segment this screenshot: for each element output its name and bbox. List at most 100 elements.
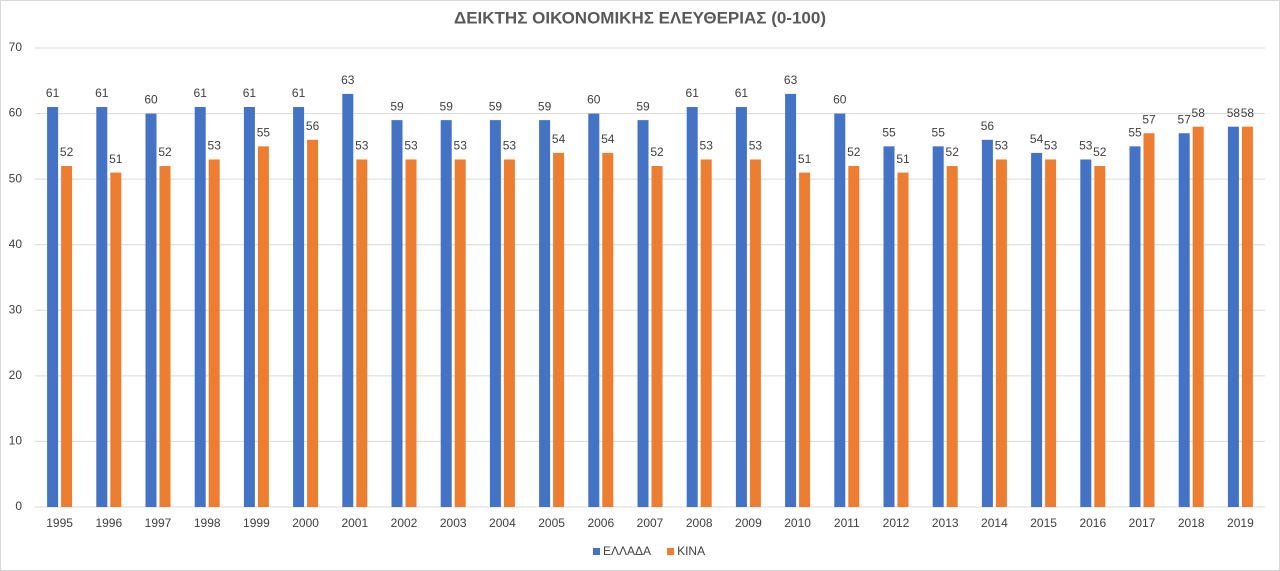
data-label: 51 <box>896 152 910 166</box>
data-label: 61 <box>243 86 257 100</box>
bar <box>1031 152 1043 507</box>
bar <box>194 107 206 507</box>
data-label: 60 <box>833 93 847 107</box>
legend-label: ΕΛΛΑΔΑ <box>603 544 651 558</box>
data-label: 61 <box>46 86 60 100</box>
data-label: 59 <box>538 99 552 113</box>
bar <box>293 107 305 507</box>
data-label: 56 <box>306 119 320 133</box>
x-tick-label: 2011 <box>834 516 860 530</box>
legend-swatch <box>593 548 600 555</box>
data-label: 59 <box>390 99 404 113</box>
bar <box>700 159 712 507</box>
legend-label: ΚΙΝΑ <box>677 544 705 558</box>
x-tick-label: 2004 <box>489 516 516 530</box>
y-tick-label: 50 <box>9 171 23 185</box>
x-tick-label: 2015 <box>1030 516 1057 530</box>
bar <box>356 159 368 507</box>
data-label: 63 <box>784 73 798 87</box>
data-label: 52 <box>946 145 960 159</box>
bar <box>1094 166 1106 507</box>
y-tick-label: 30 <box>9 302 23 316</box>
bar <box>208 159 220 507</box>
y-tick-label: 40 <box>9 237 23 251</box>
bar <box>454 159 466 507</box>
bar <box>995 159 1007 507</box>
data-label: 63 <box>341 73 355 87</box>
x-tick-label: 2017 <box>1129 516 1156 530</box>
data-label: 59 <box>440 99 454 113</box>
x-tick-label: 2019 <box>1227 516 1254 530</box>
bar <box>1227 126 1239 507</box>
x-tick-label: 1996 <box>95 516 122 530</box>
x-tick-label: 1995 <box>46 516 73 530</box>
data-label: 56 <box>981 119 995 133</box>
bar <box>1143 133 1155 507</box>
bar <box>145 113 157 508</box>
bar <box>602 152 614 507</box>
x-tick-label: 2000 <box>292 516 319 530</box>
data-label: 52 <box>60 145 74 159</box>
data-label: 52 <box>650 145 664 159</box>
bar <box>588 113 600 508</box>
data-label: 59 <box>636 99 650 113</box>
bar <box>785 93 797 508</box>
data-label: 61 <box>292 86 306 100</box>
bar <box>96 107 108 507</box>
x-tick-label: 1999 <box>243 516 270 530</box>
x-tick-label: 2002 <box>391 516 418 530</box>
data-label: 52 <box>847 145 861 159</box>
bar <box>391 120 403 507</box>
y-tick-label: 60 <box>9 106 23 120</box>
bar <box>257 146 269 507</box>
bar <box>110 172 122 508</box>
x-tick-label: 2007 <box>637 516 664 530</box>
bar <box>159 166 171 507</box>
bar <box>553 152 565 507</box>
data-label: 51 <box>798 152 812 166</box>
data-label: 57 <box>1178 112 1192 126</box>
bar <box>799 172 811 508</box>
data-label: 53 <box>749 139 763 153</box>
y-tick-label: 70 <box>9 40 23 54</box>
data-label: 53 <box>454 139 468 153</box>
data-label: 61 <box>735 86 749 100</box>
bar <box>47 107 59 507</box>
chart-title: ΔΕΙΚΤΗΣ ΟΙΚΟΝΟΜΙΚΗΣ ΕΛΕΥΘΕΡΙΑΣ (0-100) <box>454 8 826 27</box>
x-tick-label: 2018 <box>1178 516 1205 530</box>
data-label: 55 <box>257 126 271 140</box>
y-tick-label: 10 <box>9 434 23 448</box>
bar <box>307 139 319 508</box>
y-tick-label: 0 <box>15 499 22 513</box>
bar <box>981 139 993 508</box>
bar <box>1129 146 1141 507</box>
x-tick-label: 2016 <box>1079 516 1106 530</box>
bar <box>1192 126 1204 507</box>
bar <box>1241 126 1253 507</box>
bar <box>883 146 895 507</box>
bar <box>1045 159 1057 507</box>
legend-swatch <box>667 548 675 555</box>
data-label: 54 <box>552 132 566 146</box>
data-label: 61 <box>194 86 208 100</box>
data-label: 53 <box>404 139 418 153</box>
bar <box>61 166 73 507</box>
bar <box>651 166 663 507</box>
bar <box>686 107 698 507</box>
x-tick-label: 2003 <box>440 516 467 530</box>
data-label: 53 <box>995 139 1009 153</box>
bar <box>405 159 417 507</box>
data-label: 54 <box>1030 132 1044 146</box>
bar <box>1178 133 1190 507</box>
data-label: 57 <box>1142 112 1156 126</box>
x-tick-label: 2013 <box>932 516 959 530</box>
data-label: 60 <box>587 93 601 107</box>
data-label: 53 <box>208 139 222 153</box>
bar <box>342 93 354 508</box>
data-label: 58 <box>1227 106 1241 120</box>
bar <box>637 120 649 507</box>
bar <box>1080 159 1092 507</box>
data-label: 51 <box>109 152 123 166</box>
x-tick-label: 2001 <box>341 516 368 530</box>
